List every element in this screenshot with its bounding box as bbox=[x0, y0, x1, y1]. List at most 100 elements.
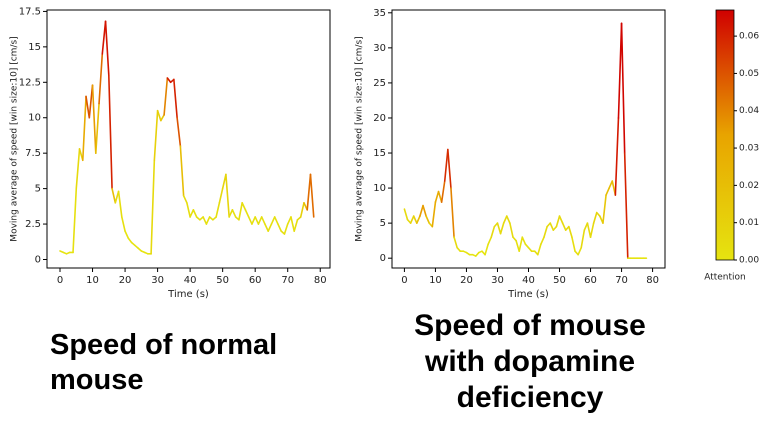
line-segment bbox=[192, 209, 198, 218]
y-tick-label: 20 bbox=[373, 113, 386, 124]
x-tick-label: 0 bbox=[401, 275, 407, 286]
line-segment bbox=[264, 223, 269, 232]
line-segment bbox=[589, 222, 595, 238]
line-segment bbox=[425, 215, 431, 224]
line-segment bbox=[166, 77, 172, 84]
x-tick-label: 80 bbox=[646, 275, 659, 286]
x-axis-label: Time (s) bbox=[167, 289, 209, 300]
line-segment bbox=[580, 229, 586, 249]
line-segment bbox=[568, 225, 573, 238]
x-tick-label: 80 bbox=[314, 275, 327, 286]
line-segment bbox=[173, 78, 178, 119]
line-segment bbox=[121, 216, 126, 232]
line-segment bbox=[453, 236, 458, 249]
line-segment bbox=[273, 216, 279, 225]
line-segment bbox=[231, 209, 237, 218]
line-segment bbox=[543, 225, 548, 238]
line-segment bbox=[182, 194, 188, 204]
line-segment bbox=[283, 223, 289, 235]
line-segment bbox=[238, 201, 243, 221]
line-segment bbox=[450, 187, 455, 238]
line-segment bbox=[509, 222, 514, 238]
y-tick-label: 35 bbox=[373, 8, 386, 19]
line-segment bbox=[260, 216, 266, 225]
x-tick-label: 70 bbox=[281, 275, 294, 286]
line-segment bbox=[549, 222, 555, 231]
line-segment bbox=[104, 20, 110, 77]
colorbar-tick-label: 0.04 bbox=[739, 106, 759, 116]
x-tick-label: 30 bbox=[491, 275, 504, 286]
line-segment bbox=[127, 237, 133, 244]
x-tick-label: 30 bbox=[151, 275, 164, 286]
line-segment bbox=[267, 223, 273, 232]
line-segment bbox=[218, 187, 224, 204]
line-segment bbox=[254, 216, 260, 225]
line-segment bbox=[241, 201, 247, 211]
line-segment bbox=[153, 109, 159, 162]
line-segment bbox=[499, 222, 505, 235]
line-segment bbox=[540, 236, 545, 245]
line-segment bbox=[270, 216, 276, 225]
line-segment bbox=[443, 148, 449, 182]
line-segment bbox=[215, 201, 221, 218]
line-segment bbox=[502, 215, 508, 224]
line-segment bbox=[186, 201, 191, 218]
line-segment bbox=[277, 223, 283, 232]
line-segment bbox=[496, 222, 502, 235]
x-tick-label: 70 bbox=[615, 275, 628, 286]
line-segment bbox=[81, 95, 87, 162]
line-segment bbox=[117, 190, 123, 218]
y-tick-label: 2.5 bbox=[25, 219, 41, 230]
line-segment bbox=[91, 84, 97, 154]
line-segment bbox=[98, 53, 104, 105]
y-tick-label: 30 bbox=[373, 43, 386, 54]
line-segment bbox=[515, 239, 520, 252]
colorbar-tick-label: 0.05 bbox=[739, 69, 759, 79]
line-segment bbox=[617, 22, 623, 119]
x-tick-label: 20 bbox=[460, 275, 473, 286]
line-segment bbox=[412, 215, 418, 224]
line-segment bbox=[111, 187, 117, 204]
y-tick-label: 0 bbox=[380, 253, 386, 264]
line-segment bbox=[299, 201, 305, 218]
y-tick-label: 5 bbox=[380, 218, 386, 229]
line-segment bbox=[101, 20, 107, 55]
line-segment bbox=[602, 194, 607, 224]
line-segment bbox=[537, 243, 542, 256]
line-segment bbox=[490, 225, 496, 238]
line-segment bbox=[620, 22, 626, 154]
line-segment bbox=[205, 216, 211, 225]
line-segment bbox=[419, 204, 424, 217]
y-tick-label: 17.5 bbox=[19, 6, 41, 17]
line-segment bbox=[592, 211, 598, 224]
x-tick-label: 10 bbox=[86, 275, 99, 286]
line-segment bbox=[571, 236, 576, 252]
x-tick-label: 40 bbox=[184, 275, 197, 286]
y-tick-label: 5 bbox=[35, 184, 41, 195]
line-segment bbox=[416, 215, 421, 224]
colorbar-tick-label: 0.06 bbox=[739, 32, 759, 42]
line-segment bbox=[150, 159, 156, 255]
x-tick-label: 60 bbox=[584, 275, 597, 286]
line-segment bbox=[124, 230, 130, 240]
x-tick-label: 10 bbox=[429, 275, 442, 286]
line-segment bbox=[247, 216, 253, 225]
x-tick-label: 40 bbox=[522, 275, 535, 286]
plot-frame bbox=[46, 9, 331, 269]
y-tick-label: 15 bbox=[28, 42, 41, 53]
line-segment bbox=[487, 236, 493, 245]
colorbar-tick-label: 0.02 bbox=[739, 181, 759, 191]
y-tick-label: 12.5 bbox=[19, 77, 41, 88]
line-segment bbox=[518, 236, 524, 252]
line-segment bbox=[431, 201, 437, 228]
line-segment bbox=[521, 236, 527, 245]
line-segment bbox=[108, 74, 113, 190]
line-segment bbox=[605, 187, 610, 196]
y-tick-label: 10 bbox=[28, 113, 41, 124]
y-tick-label: 15 bbox=[373, 148, 386, 159]
line-segment bbox=[577, 246, 583, 256]
colorbar-tick-label: 0.03 bbox=[739, 144, 759, 154]
line-segment bbox=[85, 95, 91, 119]
